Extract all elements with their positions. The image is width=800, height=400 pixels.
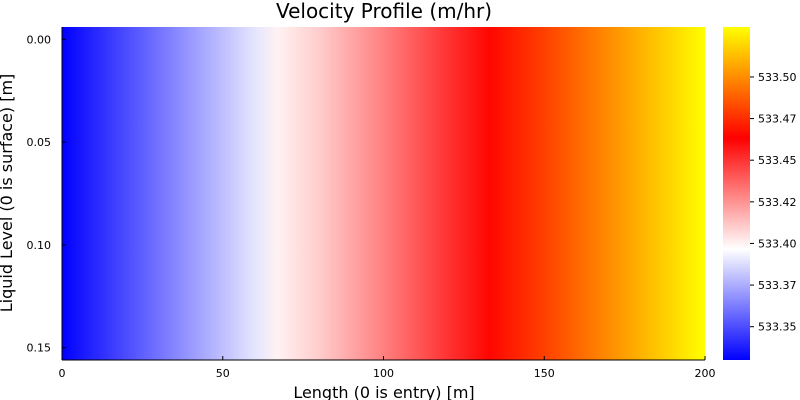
heatmap-area <box>62 27 705 360</box>
y-tick-label: 0.00 <box>27 33 52 46</box>
colorbar-tick-label: 533.40 <box>758 237 797 250</box>
x-axis-label: Length (0 is entry) [m] <box>293 383 474 400</box>
y-axis-label: Liquid Level (0 is surface) [m] <box>0 74 16 313</box>
x-tick-label: 100 <box>373 367 394 380</box>
x-tick-label: 200 <box>695 367 716 380</box>
colorbar-tick-label: 533.50 <box>758 71 797 84</box>
x-tick-label: 0 <box>59 367 66 380</box>
colorbar-tick-label: 533.37 <box>758 279 797 292</box>
x-tick-label: 150 <box>534 367 555 380</box>
y-axis: 0.00 0.05 0.10 0.15 <box>27 27 66 360</box>
colorbar-tick-label: 533.45 <box>758 154 797 167</box>
colorbar-axis: 533.35 533.37 533.40 533.42 533.45 533.47 533.… <box>750 71 797 334</box>
y-tick-label: 0.10 <box>27 239 52 252</box>
colorbar-tick-label: 533.35 <box>758 321 797 334</box>
colorbar-tick-label: 533.42 <box>758 196 797 209</box>
x-tick-label: 50 <box>216 367 230 380</box>
colorbar <box>723 27 750 360</box>
colorbar-tick-label: 533.47 <box>758 113 797 126</box>
x-axis: 0 50 100 150 200 <box>59 356 716 380</box>
y-tick-label: 0.15 <box>27 342 52 355</box>
chart-title: Velocity Profile (m/hr) <box>276 0 492 23</box>
y-tick-label: 0.05 <box>27 136 52 149</box>
